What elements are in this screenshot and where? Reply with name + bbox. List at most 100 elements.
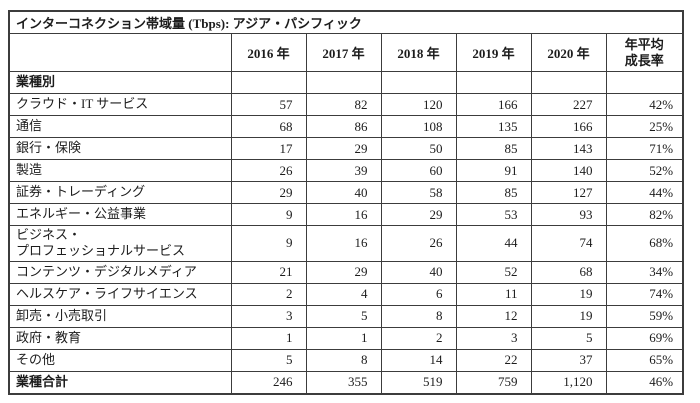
table-container: インターコネクション帯域量 (Tbps): アジア・パシフィック 2016 年 … [8,10,685,395]
year-value: 21 [230,260,307,284]
year-value: 19 [530,304,607,328]
table-row: 卸売・小売取引 3 5 8 12 19 59% [8,304,684,328]
header-year-2017: 2017 年 [305,33,382,72]
header-year-2019: 2019 年 [455,33,532,72]
year-value: 246 [230,370,307,394]
growth-rate-value: 71% [605,137,684,160]
year-value: 143 [530,137,607,160]
year-value: 140 [530,159,607,182]
year-value: 26 [230,159,307,182]
table-row: ビジネス・ プロフェッショナルサービス 9 16 26 44 74 68% [8,225,684,262]
year-value: 3 [455,326,532,350]
header-empty-cell [8,33,232,72]
year-value: 120 [380,93,457,116]
growth-rate-value: 25% [605,115,684,138]
year-value: 29 [305,137,382,160]
growth-rate-value: 44% [605,181,684,204]
row-label: クラウド・IT サービス [8,93,232,116]
year-value: 85 [455,181,532,204]
table-row: クラウド・IT サービス 57 82 120 166 227 42% [8,93,684,116]
year-value: 93 [530,203,607,226]
header-year-2018: 2018 年 [380,33,457,72]
year-value: 1 [305,326,382,350]
year-value: 39 [305,159,382,182]
growth-rate-value: 74% [605,282,684,306]
year-value: 17 [230,137,307,160]
section-row: 業種別 [8,71,684,94]
table-row: エネルギー・公益事業 9 16 29 53 93 82% [8,203,684,226]
year-value: 91 [455,159,532,182]
empty-cell [230,71,307,94]
row-label: その他 [8,348,232,372]
year-value: 60 [380,159,457,182]
growth-rate-value: 52% [605,159,684,182]
year-value: 8 [380,304,457,328]
year-value: 68 [230,115,307,138]
header-growth-rate: 年平均 成長率 [605,33,684,72]
year-value: 16 [305,203,382,226]
year-value: 29 [305,260,382,284]
year-value: 85 [455,137,532,160]
year-value: 355 [305,370,382,394]
table-row: 証券・トレーディング 29 40 58 85 127 44% [8,181,684,204]
year-value: 26 [380,225,457,262]
year-value: 29 [230,181,307,204]
year-value: 2 [230,282,307,306]
year-value: 12 [455,304,532,328]
growth-rate-value: 59% [605,304,684,328]
empty-cell [455,71,532,94]
year-value: 135 [455,115,532,138]
table-row: 政府・教育 1 1 2 3 5 69% [8,326,684,350]
row-label: 銀行・保険 [8,137,232,160]
year-value: 227 [530,93,607,116]
year-value: 108 [380,115,457,138]
section-label: 業種別 [8,71,232,94]
growth-rate-value: 68% [605,225,684,262]
year-value: 68 [530,260,607,284]
year-value: 44 [455,225,532,262]
header-row: 2016 年 2017 年 2018 年 2019 年 2020 年 年平均 成… [8,33,684,72]
empty-cell [530,71,607,94]
growth-rate-value: 82% [605,203,684,226]
year-value: 2 [380,326,457,350]
growth-rate-value: 65% [605,348,684,372]
growth-rate-value: 42% [605,93,684,116]
year-value: 50 [380,137,457,160]
empty-cell [380,71,457,94]
year-value: 29 [380,203,457,226]
total-row: 業種合計 246 355 519 759 1,120 46% [8,370,684,394]
year-value: 8 [305,348,382,372]
row-label: 政府・教育 [8,326,232,350]
row-label: エネルギー・公益事業 [8,203,232,226]
growth-rate-value: 69% [605,326,684,350]
year-value: 86 [305,115,382,138]
growth-rate-value: 46% [605,370,684,394]
year-value: 759 [455,370,532,394]
year-value: 166 [530,115,607,138]
table-row: ヘルスケア・ライフサイエンス 2 4 6 11 19 74% [8,282,684,306]
row-label: ヘルスケア・ライフサイエンス [8,282,232,306]
year-value: 5 [530,326,607,350]
growth-rate-value: 34% [605,260,684,284]
table-row: その他 5 8 14 22 37 65% [8,348,684,372]
row-label: 卸売・小売取引 [8,304,232,328]
year-value: 19 [530,282,607,306]
title-row: インターコネクション帯域量 (Tbps): アジア・パシフィック [8,10,684,34]
table-row: 製造 26 39 60 91 140 52% [8,159,684,182]
row-label: 証券・トレーディング [8,181,232,204]
year-value: 11 [455,282,532,306]
year-value: 519 [380,370,457,394]
year-value: 52 [455,260,532,284]
row-label: 製造 [8,159,232,182]
row-label: 通信 [8,115,232,138]
row-label: コンテンツ・デジタルメディア [8,260,232,284]
header-year-2020: 2020 年 [530,33,607,72]
table-title: インターコネクション帯域量 (Tbps): アジア・パシフィック [8,10,684,34]
empty-cell [605,71,684,94]
year-value: 58 [380,181,457,204]
year-value: 5 [305,304,382,328]
row-label: ビジネス・ プロフェッショナルサービス [8,225,232,262]
year-value: 22 [455,348,532,372]
year-value: 1 [230,326,307,350]
